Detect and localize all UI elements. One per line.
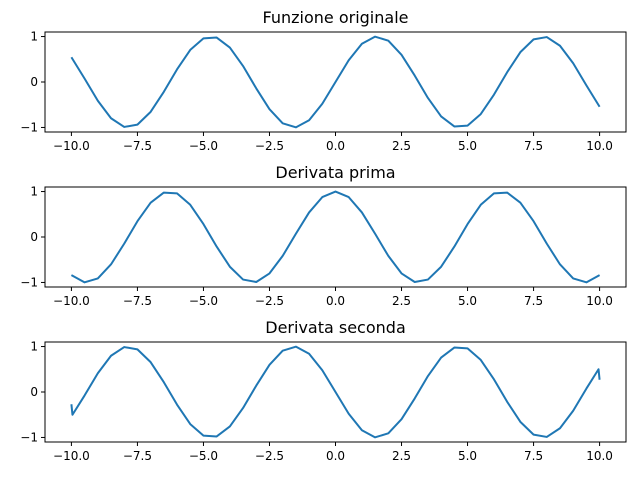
series-line [70,190,601,284]
x-tick-label: 0.0 [326,139,345,153]
x-tick-label: 2.5 [392,449,411,463]
subplot-title: Derivata seconda [265,318,406,337]
series-line [70,345,601,439]
x-tick-label: 7.5 [524,139,543,153]
x-tick-label: 7.5 [524,294,543,308]
y-tick-label: 1 [30,340,38,354]
x-tick-label: 10.0 [586,139,613,153]
x-tick-label: 7.5 [524,449,543,463]
x-tick-label: −10.0 [53,294,90,308]
x-tick-label: −2.5 [255,449,284,463]
y-tick-label: 1 [30,30,38,44]
x-tick-label: −7.5 [123,139,152,153]
x-tick-label: 5.0 [458,294,477,308]
x-tick-label: −10.0 [53,139,90,153]
x-tick-label: −2.5 [255,139,284,153]
x-tick-label: −5.0 [189,449,218,463]
x-tick-label: −7.5 [123,294,152,308]
y-tick-label: 1 [30,185,38,199]
x-tick-label: 10.0 [586,449,613,463]
x-tick-label: −5.0 [189,294,218,308]
x-tick-label: −5.0 [189,139,218,153]
x-tick-label: 10.0 [586,294,613,308]
subplot-3: Derivata seconda −10.0 −7.5 −5.0 −2.5 0.0 2.5 5… [20,318,627,463]
x-tick-label: −2.5 [255,294,284,308]
y-tick-label: 0 [30,75,38,89]
y-tick-label: −1 [20,275,38,289]
x-tick-label: 5.0 [458,449,477,463]
x-tick-label: −10.0 [53,449,90,463]
subplot-title: Funzione originale [263,8,409,27]
x-tick-label: 2.5 [392,294,411,308]
subplot-2: Derivata prima −10.0 −7.5 −5.0 −2.5 0.0 2.5 5.0… [20,163,627,308]
axes-frame [44,186,627,288]
subplot-title: Derivata prima [275,163,395,182]
x-tick-label: −7.5 [123,449,152,463]
series-line [70,35,601,129]
y-tick-label: −1 [20,120,38,134]
subplot-1: Funzione originale −10.0 −7.5 −5.0 −2.5 0.0 2.… [20,8,627,153]
x-tick-label: 0.0 [326,449,345,463]
x-tick-label: 0.0 [326,294,345,308]
x-tick-label: 5.0 [458,139,477,153]
y-tick-label: −1 [20,430,38,444]
y-tick-label: 0 [30,230,38,244]
y-tick-label: 0 [30,385,38,399]
x-tick-label: 2.5 [392,139,411,153]
